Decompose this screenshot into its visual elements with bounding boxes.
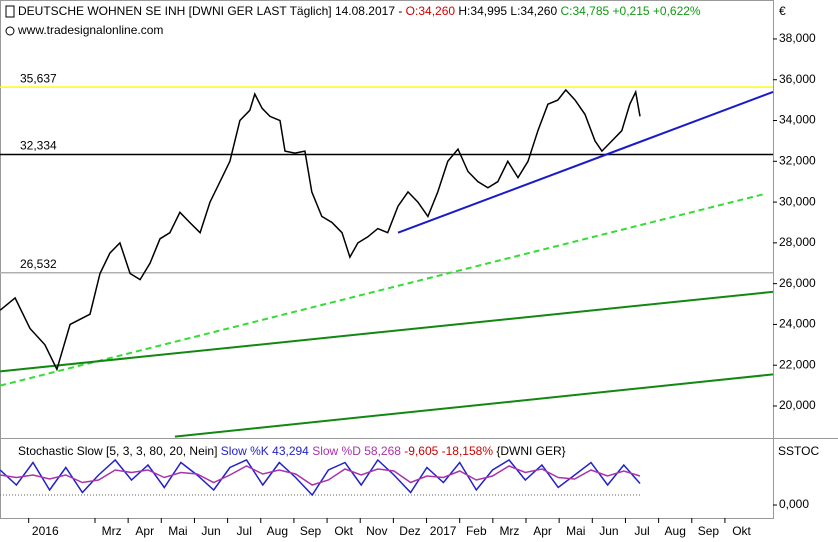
x-tick-label: Aug [665,524,686,538]
y2-tick-label: 0,000 [779,497,809,511]
x-tick-label: Jun [201,524,220,538]
y-tick-label: 28,000 [779,235,816,249]
stoch-change: -9,605 -18,158% [404,444,493,458]
x-tick-label: Sep [698,524,720,538]
subtitle: www.tradesignalonline.com [17,23,163,37]
x-tick-label: Apr [135,524,154,538]
x-tick-label: Sep [300,524,322,538]
stoch-symbol: {DWNI GER} [496,444,565,458]
x-tick-label: Nov [366,524,387,538]
y-tick-label: 22,000 [779,357,816,371]
trend-line [0,192,765,387]
price-line [0,88,641,372]
header: DEUTSCHE WOHNEN SE INH [DWNI GER LAST Tä… [18,4,701,18]
symbol-icon [5,5,15,18]
stoch-header: Stochastic Slow [5, 3, 3, 80, 20, Nein] … [18,444,566,458]
trend-line [0,290,774,373]
header-open: O:34,260 [406,4,456,18]
x-tick-label: Mai [168,524,187,538]
y-tick-label: 36,000 [779,72,816,86]
trend-line [397,91,774,234]
x-tick-label: Dez [399,524,420,538]
x-tick-label: Mai [566,524,585,538]
x-tick-label: 2016 [32,524,59,538]
y-tick-label: 30,000 [779,194,816,208]
header-range: H:34,995 L:34,260 [458,4,557,18]
y-tick-label: 34,000 [779,113,816,127]
x-tick-label: Feb [466,524,487,538]
x-tick-label: Mrz [499,524,519,538]
currency: € [779,4,786,18]
x-tick-label: Jun [599,524,618,538]
x-tick-label: Jul [634,524,649,538]
y-tick-label: 32,000 [779,153,816,167]
x-tick-label: Jul [237,524,252,538]
stoch-axis-label: SSTOC [778,444,819,458]
level-label: 26,532 [20,257,57,271]
stoch-d: Slow %D 58,268 [312,444,401,458]
y-tick-label: 20,000 [779,398,816,412]
y-tick-label: 26,000 [779,276,816,290]
web-icon [5,26,15,36]
plot-frame [0,0,774,519]
stoch-k: Slow %K 43,294 [221,444,309,458]
trend-line [174,373,774,438]
stoch-title: Stochastic Slow [5, 3, 3, 80, 20, Nein] [18,444,217,458]
x-tick-label: Mrz [102,524,122,538]
x-tick-label: Okt [334,524,353,538]
level-label: 35,637 [20,71,57,85]
header-title: DEUTSCHE WOHNEN SE INH [DWNI GER LAST Tä… [18,4,402,18]
level-label: 32,334 [20,139,57,153]
stoch-line [0,465,641,486]
x-tick-label: Okt [732,524,751,538]
x-tick-label: 2017 [430,524,457,538]
y-tick-label: 38,000 [779,31,816,45]
x-tick-label: Apr [533,524,552,538]
x-tick-label: Aug [267,524,288,538]
header-close: C:34,785 +0,215 +0,622% [560,4,700,18]
y-tick-label: 24,000 [779,317,816,331]
